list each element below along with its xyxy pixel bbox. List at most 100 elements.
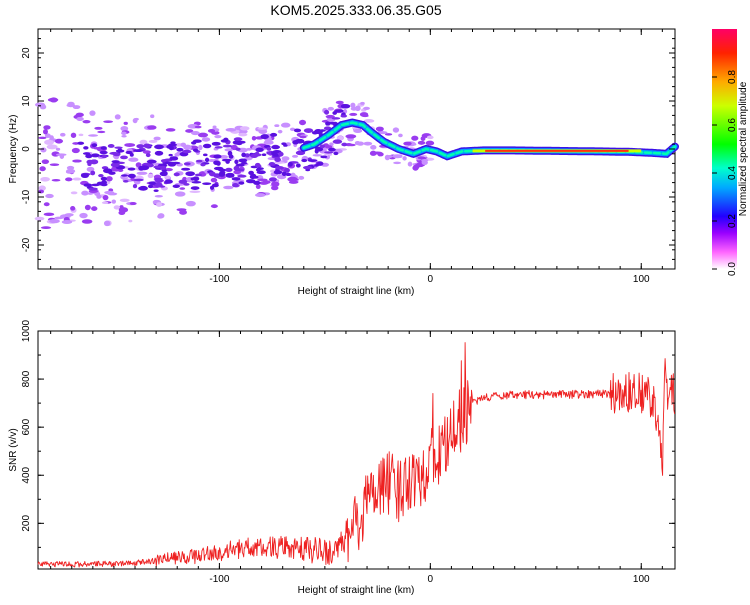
spec-noise-blob [179, 187, 186, 190]
spec-core-blob [323, 126, 332, 131]
spec-noise-blob [43, 212, 55, 217]
spec-noise-blob [139, 139, 148, 145]
spec-noise-blob [41, 159, 50, 165]
spec-core-blob [216, 160, 221, 166]
spec-core-blob [176, 147, 184, 152]
spec-core-blob [195, 159, 203, 163]
spec-noise-blob [156, 202, 163, 207]
spec-noise-blob [60, 132, 66, 137]
spec-core-blob [90, 170, 96, 176]
spec-noise-blob [65, 177, 73, 182]
spec-core-blob [245, 179, 256, 184]
spec-core-blob [185, 171, 195, 177]
spec-core-blob [181, 167, 191, 171]
spec-core-blob [203, 153, 208, 157]
spec-noise-blob [121, 135, 127, 138]
colorbar: 0.0 0.2 0.4 0.6 0.8 Normalized spectral ampl… [712, 29, 749, 276]
spec-noise-blob [49, 97, 58, 103]
spec-core-blob [101, 180, 107, 185]
spec-noise-blob [45, 193, 54, 199]
spec-noise-blob [70, 191, 78, 195]
spec-noise-blob [356, 141, 365, 146]
spec-noise-blob [120, 125, 129, 132]
spec-noise-blob [174, 152, 180, 157]
spec-noise-blob [114, 114, 121, 120]
spec-noise-blob [66, 165, 75, 170]
spec-noise-blob [298, 119, 307, 126]
spec-core-blob [154, 182, 163, 188]
spec-core-blob [244, 153, 250, 158]
spec-core-blob [274, 157, 282, 163]
spec-core-blob [183, 162, 191, 166]
snr-xtick-label: -100 [209, 574, 229, 585]
spec-core-blob [153, 189, 159, 192]
spec-core-blob [260, 134, 269, 140]
spec-noise-blob [70, 206, 76, 211]
spec-noise-blob [291, 154, 299, 158]
spec-core-blob [167, 161, 177, 167]
spec-core-blob [82, 152, 91, 155]
spec-core-blob [238, 158, 248, 163]
spec-noise-blob [123, 121, 128, 125]
snr-ytick-label: 200 [21, 515, 32, 532]
spec-core-blob [256, 164, 262, 168]
spec-noise-blob [336, 135, 345, 141]
spec-noise-blob [214, 135, 222, 139]
spec-noise-blob [375, 126, 384, 132]
spec-core-blob [334, 109, 344, 113]
spec-core-blob [208, 171, 216, 177]
colorbar-tick-label: 0.8 [727, 70, 738, 84]
snr-series-line [37, 342, 676, 568]
spec-noise-blob [398, 133, 403, 138]
spec-core-blob [235, 163, 245, 167]
spec-noise-blob [349, 112, 358, 116]
spec-noise-blob [350, 106, 358, 111]
spec-ytick-label: -20 [21, 237, 32, 252]
spec-core-blob [148, 181, 157, 186]
spec-noise-blob [101, 201, 109, 204]
spec-core-blob [133, 149, 144, 153]
spec-core-blob [178, 179, 188, 184]
colorbar-tick-label: 0.4 [727, 166, 738, 180]
spec-core-blob [200, 163, 206, 167]
spec-noise-blob [239, 126, 250, 131]
spec-core-blob [160, 159, 167, 163]
spec-noise-blob [82, 119, 91, 124]
spec-noise-blob [88, 134, 99, 137]
spec-noise-blob [325, 114, 335, 119]
spec-noise-blob [298, 175, 305, 180]
spec-core-blob [340, 114, 348, 118]
spec-core-blob [235, 147, 241, 151]
spec-core-blob [324, 109, 330, 115]
spec-noise-blob [271, 181, 280, 187]
spectrogram-ylabel: Frequency (Hz) [8, 115, 19, 184]
spec-core-blob [316, 161, 324, 166]
spec-noise-blob [223, 185, 234, 190]
spec-noise-blob [128, 219, 133, 223]
spec-core-blob [173, 172, 180, 177]
spec-core-blob [307, 159, 318, 162]
spec-noise-blob [40, 176, 50, 182]
spec-core-blob [222, 144, 233, 148]
spec-core-blob [270, 132, 278, 137]
spec-noise-blob [72, 105, 81, 110]
spec-core-blob [159, 171, 168, 177]
spec-core-blob [194, 173, 203, 177]
spec-noise-blob [271, 185, 279, 191]
spec-core-blob [266, 146, 272, 151]
spec-noise-blob [46, 144, 58, 150]
snr-ylabel: SNR (v/v) [8, 428, 19, 471]
spec-noise-blob [71, 147, 80, 154]
spec-core-blob [211, 141, 221, 146]
spec-core-blob [255, 151, 260, 156]
spec-noise-blob [262, 180, 271, 184]
spec-core-blob [261, 153, 267, 157]
spec-noise-blob [67, 101, 75, 107]
spec-core-blob [231, 177, 241, 181]
spec-core-blob [301, 158, 308, 163]
spec-core-blob [80, 173, 89, 179]
spec-core-blob [146, 159, 157, 164]
spectrogram-y-ticks: -20 -10 0 10 20 [21, 28, 675, 270]
spec-core-blob [99, 150, 108, 155]
snr-xlabel: Height of straight line (km) [298, 585, 415, 596]
